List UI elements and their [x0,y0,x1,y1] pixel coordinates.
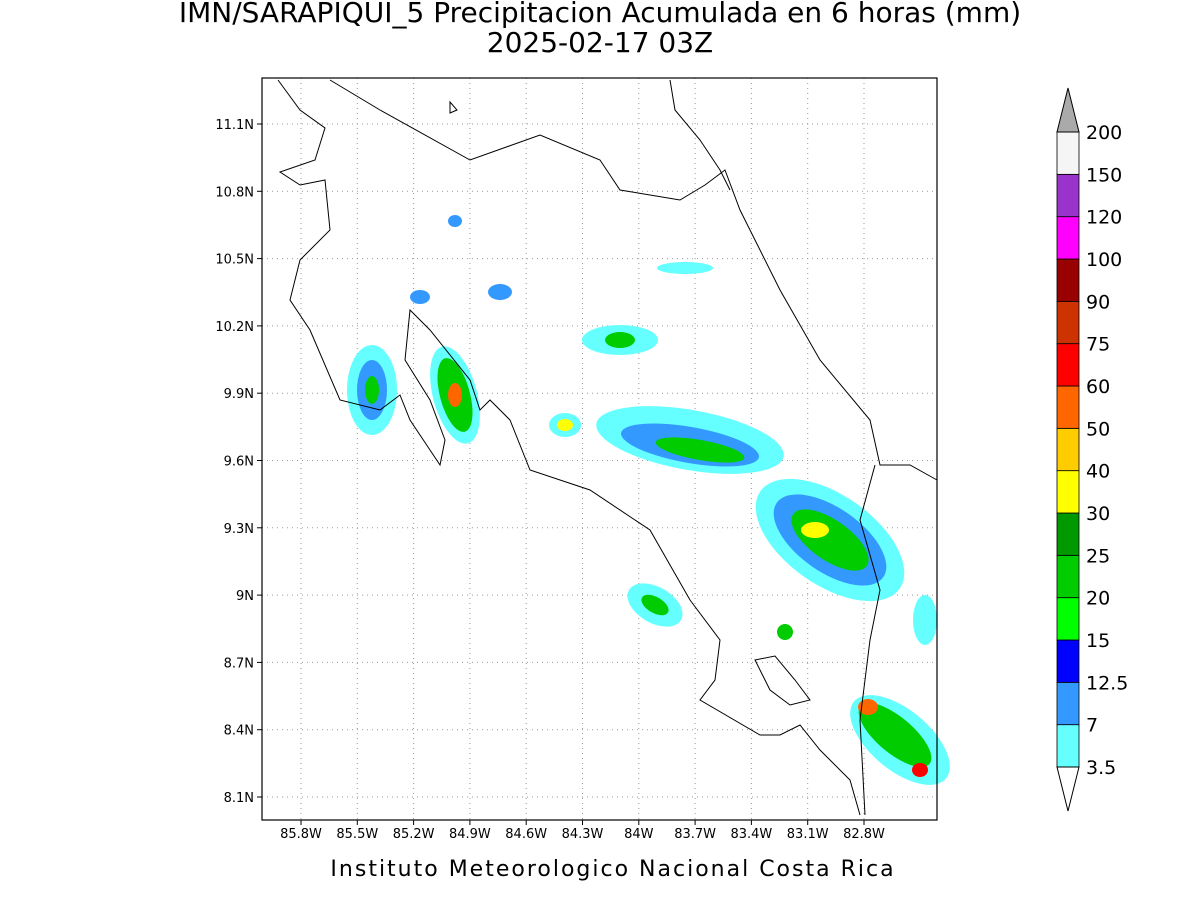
lat-tick-label: 11.1N [215,118,254,133]
lon-tick-label: 85.5W [336,827,378,842]
plot-frame [261,77,938,821]
colorbar-label: 60 [1086,376,1110,398]
colorbar: 3.5 7 12.5 15 20 25 30 40 50 60 75 90 100 120 150 200 [1056,87,1128,812]
colorbar-box [1056,554,1080,599]
colorbar-label: 50 [1086,418,1110,440]
colorbar-label: 120 [1086,207,1122,229]
footer-credit: Instituto Meteorologico Nacional Costa R… [330,857,895,882]
colorbar-label: 20 [1086,588,1110,610]
lat-tick-label: 8.1N [224,791,254,806]
lat-tick-label: 9.9N [224,387,254,402]
colorbar-label: 30 [1086,503,1110,525]
coastline-caribbean [329,79,938,481]
lon-tick-label: 82.8W [843,827,885,842]
colorbar-label: 75 [1086,334,1110,356]
lon-tick-label: 83.4W [730,827,772,842]
lat-tick-label: 8.7N [224,656,254,671]
lat-tick-label: 9.6N [224,455,254,470]
lon-tick-label: 84.3W [562,827,604,842]
precipitation [347,215,950,785]
colorbar-label: 3.5 [1086,757,1116,779]
colorbar-box [1056,427,1080,472]
lon-tick-label: 85.8W [280,827,322,842]
colorbar-label: 15 [1086,630,1110,652]
colorbar-box [1056,597,1080,641]
colorbar-box [1056,343,1080,387]
lat-tick-label: 10.2N [215,320,254,335]
colorbar-label: 90 [1086,291,1110,313]
coastline [277,79,861,816]
lon-tick-label: 84W [624,827,654,842]
colorbar-box [1056,216,1080,260]
colorbar-label: 200 [1086,122,1122,144]
plot-background [262,78,937,820]
lat-tick-label: 8.4N [224,724,254,739]
border-panama [859,464,881,816]
title: IMN/SARAPIQUI_5 Precipitacion Acumulada … [179,0,1021,29]
colorbar-box [1056,385,1080,429]
colorbar-box [1056,681,1080,726]
colorbar-over [1056,87,1080,133]
border-nicaragua [669,79,731,191]
colorbar-under [1056,766,1080,812]
colorbar-box [1056,131,1080,175]
lon-tick-label: 84.9W [449,827,491,842]
lon-tick-label: 84.6W [505,827,547,842]
lon-tick-label: 83.1W [787,827,829,842]
subtitle: 2025-02-17 03Z [487,26,713,59]
colorbar-box [1056,512,1080,556]
colorbar-box [1056,639,1080,683]
colorbar-box [1056,724,1080,768]
peninsula [754,655,811,706]
colorbar-box [1056,300,1080,345]
colorbar-box [1056,173,1080,218]
colorbar-box [1056,470,1080,514]
lat-tick-label: 9.3N [224,522,254,537]
island [449,100,458,114]
colorbar-label: 40 [1086,461,1110,483]
lon-tick-label: 83.7W [674,827,716,842]
colorbar-label: 150 [1086,164,1122,186]
colorbar-box [1056,258,1080,302]
colorbar-label: 25 [1086,545,1110,567]
lon-tick-label: 85.2W [393,827,435,842]
plot-area [257,77,950,825]
colorbar-label: 100 [1086,249,1122,271]
colorbar-label: 12.5 [1086,672,1128,694]
colorbar-label: 7 [1086,715,1098,737]
lat-tick-label: 10.8N [215,185,254,200]
lat-tick-label: 9N [236,589,254,604]
lat-tick-label: 10.5N [215,253,254,268]
